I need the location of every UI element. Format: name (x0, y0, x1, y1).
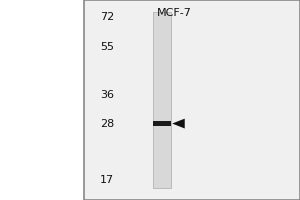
Text: 55: 55 (100, 42, 114, 52)
Bar (153, 12, 171, 188)
Bar (153, 121, 171, 126)
Text: 28: 28 (100, 119, 114, 129)
Text: 17: 17 (100, 175, 114, 185)
Text: 72: 72 (100, 12, 114, 22)
Polygon shape (172, 119, 185, 128)
Text: MCF-7: MCF-7 (157, 8, 191, 18)
Text: 36: 36 (100, 90, 114, 100)
Bar (84, 0, 300, 200)
